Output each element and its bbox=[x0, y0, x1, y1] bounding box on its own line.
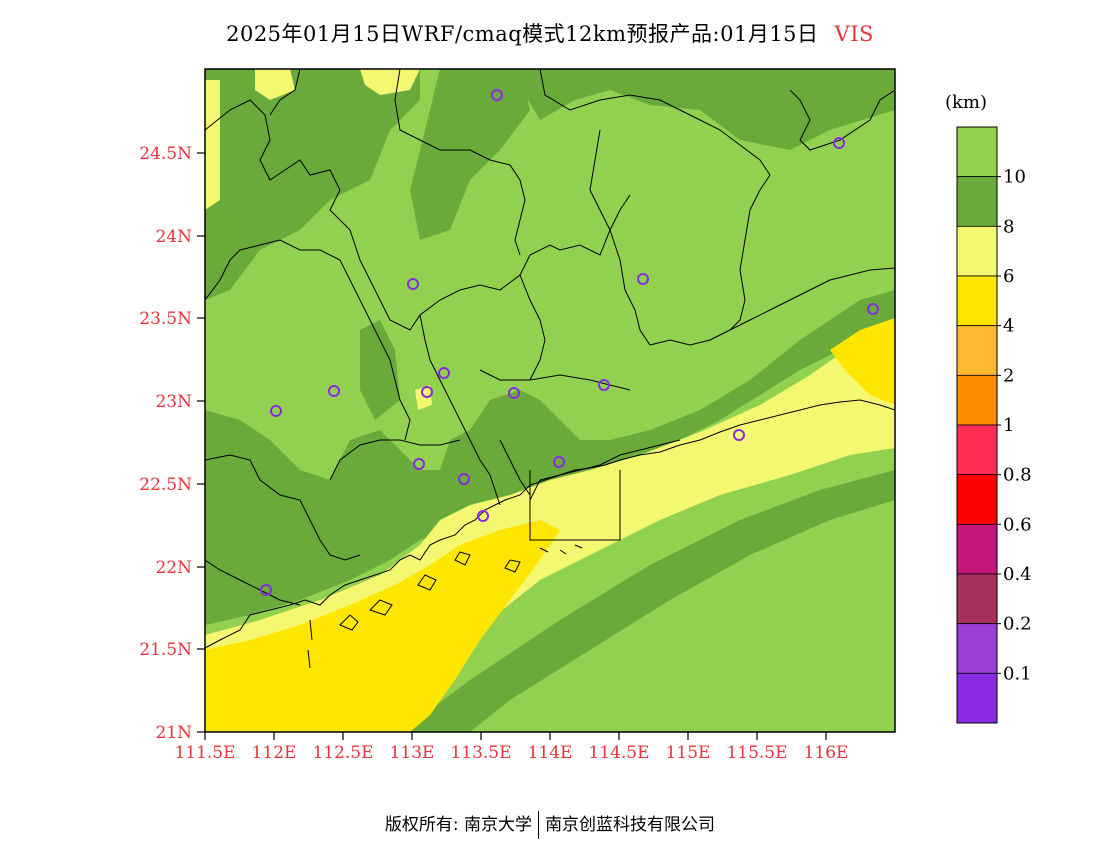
legend-label: 1 bbox=[1003, 415, 1014, 436]
lon-label: 115.5E bbox=[726, 743, 787, 763]
legend-swatch bbox=[956, 275, 998, 327]
coastline bbox=[205, 399, 895, 669]
field-8km bbox=[205, 69, 895, 732]
legend-swatch bbox=[956, 126, 998, 178]
station-marker bbox=[260, 584, 272, 596]
lon-label: 112.5E bbox=[312, 743, 373, 763]
lat-label: 24N bbox=[155, 227, 192, 247]
lat-label: 22.5N bbox=[139, 475, 192, 495]
chart-title: 2025年01月15日WRF/cmaq模式12km预报产品:01月15日 VIS bbox=[0, 18, 1100, 48]
station-marker bbox=[553, 456, 565, 468]
title-variable: VIS bbox=[834, 22, 874, 46]
legend-swatch bbox=[956, 573, 998, 625]
lat-label: 23N bbox=[155, 392, 192, 412]
legend-label: 4 bbox=[1003, 316, 1014, 337]
field-4km bbox=[205, 318, 895, 732]
footer-right: 南京创蓝科技有限公司 bbox=[545, 815, 716, 835]
station-marker bbox=[598, 379, 610, 391]
station-marker bbox=[270, 405, 282, 417]
station-marker bbox=[458, 473, 470, 485]
legend-label: 0.1 bbox=[1003, 663, 1032, 684]
station-marker bbox=[477, 510, 489, 522]
legend-swatch bbox=[956, 374, 998, 426]
legend-swatch bbox=[956, 176, 998, 227]
title-text: 2025年01月15日WRF/cmaq模式12km预报产品:01月15日 bbox=[226, 22, 819, 46]
legend-label: 2 bbox=[1003, 365, 1014, 386]
legend-label: 0.6 bbox=[1003, 514, 1032, 535]
station-marker bbox=[491, 89, 503, 101]
lon-label: 116E bbox=[804, 743, 849, 763]
legend-labels: 10 8 6 4 2 1 0.8 0.6 0.4 0.2 0.1 bbox=[997, 167, 1032, 684]
station-marker bbox=[328, 385, 340, 397]
legend-label: 6 bbox=[1003, 266, 1014, 287]
color-legend: (km) 10 8 6 4 2 1 0.8 0.6 0.4 0.2 0.1 bbox=[945, 92, 1032, 724]
lon-label: 112E bbox=[252, 743, 297, 763]
legend-swatch bbox=[956, 225, 998, 277]
lon-label: 114.5E bbox=[588, 743, 649, 763]
lon-label: 114E bbox=[528, 743, 573, 763]
legend-label: 0.4 bbox=[1003, 564, 1032, 585]
station-marker bbox=[508, 387, 520, 399]
legend-label: 0.2 bbox=[1003, 614, 1032, 635]
lat-label: 24.5N bbox=[139, 144, 192, 164]
map-field bbox=[205, 69, 895, 732]
lat-label: 21N bbox=[155, 723, 192, 743]
station-marker bbox=[407, 278, 419, 290]
lon-label: 111.5E bbox=[174, 743, 235, 763]
legend-swatch bbox=[956, 523, 998, 575]
footer-separator bbox=[538, 811, 540, 839]
lat-label: 21.5N bbox=[139, 640, 192, 660]
latitude-labels: 21N 21.5N 22N 22.5N 23N 23.5N 24N 24.5N bbox=[139, 144, 192, 743]
lon-label: 115E bbox=[666, 743, 711, 763]
legend-unit: (km) bbox=[945, 92, 987, 113]
longitude-labels: 111.5E 112E 112.5E 113E 113.5E 114E 114.… bbox=[174, 743, 848, 763]
legend-swatch bbox=[956, 623, 998, 674]
legend-swatch bbox=[956, 672, 998, 724]
legend-swatch bbox=[956, 424, 998, 476]
legend-swatch bbox=[956, 325, 998, 376]
station-marker bbox=[733, 429, 745, 441]
station-marker bbox=[421, 386, 433, 398]
station-marker bbox=[833, 137, 845, 149]
legend-label: 10 bbox=[1003, 167, 1026, 188]
station-marker bbox=[413, 458, 425, 470]
lon-label: 113.5E bbox=[450, 743, 511, 763]
legend-swatch bbox=[956, 474, 998, 525]
axis-ticks bbox=[197, 152, 827, 740]
legend-swatches bbox=[956, 126, 998, 724]
legend-label: 0.8 bbox=[1003, 465, 1032, 486]
station-marker bbox=[867, 303, 879, 315]
lat-label: 23.5N bbox=[139, 309, 192, 329]
lat-label: 22N bbox=[155, 558, 192, 578]
station-markers bbox=[260, 89, 879, 596]
footer-copyright: 版权所有: 南京大学 南京创蓝科技有限公司 bbox=[0, 810, 1100, 839]
station-marker bbox=[438, 367, 450, 379]
lon-label: 113E bbox=[390, 743, 435, 763]
station-marker bbox=[637, 273, 649, 285]
legend-label: 8 bbox=[1003, 216, 1014, 237]
footer-left: 版权所有: 南京大学 bbox=[384, 815, 533, 835]
